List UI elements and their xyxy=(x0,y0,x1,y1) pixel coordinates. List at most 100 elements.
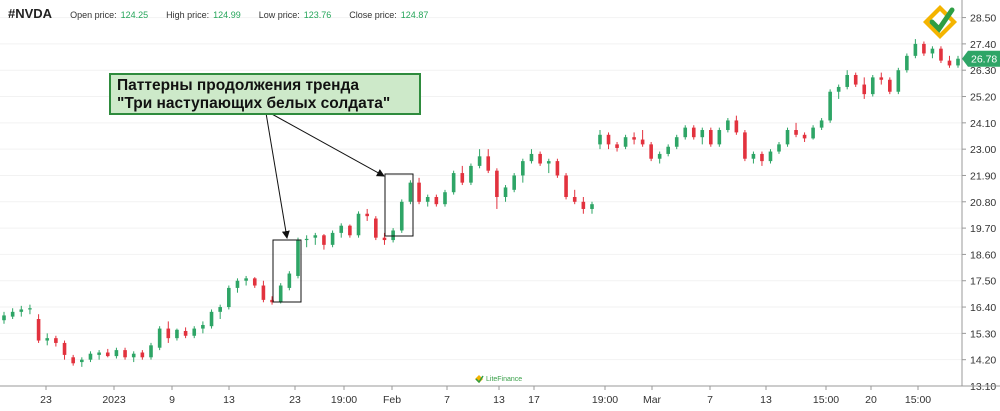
candle-body xyxy=(10,311,15,317)
pattern-callout: Паттерны продолжения тренда "Три наступа… xyxy=(109,73,421,115)
x-tick-label: Feb xyxy=(383,394,401,406)
open-price-value: 124.25 xyxy=(120,10,149,20)
candle-body xyxy=(521,161,525,176)
candle-body xyxy=(469,165,473,183)
price-header: #NVDA Open price: 124.25 High price: 124.9… xyxy=(8,6,446,22)
candle-body xyxy=(131,353,136,358)
candle-body xyxy=(828,91,832,121)
candle-body xyxy=(512,175,516,190)
close-price-label: Close price: xyxy=(349,10,397,20)
y-tick-label: 17.50 xyxy=(970,276,996,288)
high-price: High price: 124.99 xyxy=(166,10,241,20)
watermark: LiteFinance xyxy=(474,374,534,388)
candle-body xyxy=(529,153,534,162)
candle-body xyxy=(836,86,841,92)
candle-body xyxy=(28,308,32,310)
candle-body xyxy=(862,84,867,95)
candle-body xyxy=(278,285,283,303)
candle-body xyxy=(811,127,815,139)
candle-body xyxy=(564,175,568,197)
candle-body xyxy=(235,280,240,288)
candle-body xyxy=(97,352,101,355)
pattern-annotations xyxy=(265,112,414,303)
candle-body xyxy=(802,134,807,139)
candle-body xyxy=(399,201,404,231)
candle-body xyxy=(322,235,326,245)
last-price-tag: 26.78 xyxy=(962,50,1000,67)
candle-body xyxy=(709,130,713,145)
candle-body xyxy=(691,127,696,138)
y-axis: 28.50 27.40 26.30 25.20 24.10 23.00 21.90 20.80… xyxy=(961,0,996,393)
candle-body xyxy=(777,144,781,152)
candle-body xyxy=(62,342,67,355)
candle-body xyxy=(819,120,824,128)
candle-body xyxy=(845,74,849,87)
candle-body xyxy=(853,74,858,85)
grid-lines xyxy=(0,17,962,387)
last-price-badge xyxy=(962,50,1000,67)
candle-body xyxy=(54,338,58,343)
close-price: Close price: 124.87 xyxy=(349,10,428,20)
candle-body xyxy=(546,161,551,164)
candle-body xyxy=(555,161,560,176)
candle-body xyxy=(175,329,179,339)
candle-body xyxy=(218,307,222,312)
candle-body xyxy=(227,287,231,308)
candle-body xyxy=(632,137,636,140)
candle-body xyxy=(674,137,679,147)
y-tick-label: 20.80 xyxy=(970,197,996,209)
y-tick-label: 25.20 xyxy=(970,92,996,104)
candle-body xyxy=(382,237,387,241)
y-tick-label: 23.00 xyxy=(970,144,996,156)
candle-body xyxy=(495,170,499,197)
candle-body xyxy=(417,182,421,202)
close-price-value: 124.87 xyxy=(400,10,429,20)
candle-body xyxy=(683,127,688,138)
candle-body xyxy=(36,319,41,341)
y-tick-label: 19.70 xyxy=(970,223,996,235)
brand-logo-icon xyxy=(918,2,962,42)
candle-body xyxy=(71,357,75,364)
candle-body xyxy=(743,132,747,159)
candle-body xyxy=(356,213,361,236)
candle-body xyxy=(183,330,188,336)
candle-body xyxy=(201,324,205,329)
candle-body xyxy=(192,328,197,336)
candle-body xyxy=(477,156,482,166)
candle-body xyxy=(88,353,93,360)
candle-body xyxy=(261,285,266,300)
candle-body xyxy=(339,225,344,233)
callout-line-2: "Три наступающих белых солдата" xyxy=(117,95,391,112)
last-price-label: 26.78 xyxy=(971,54,997,66)
watermark-logo-icon xyxy=(475,375,484,384)
candle-body xyxy=(947,60,952,66)
candle-body xyxy=(304,238,309,241)
candle-body xyxy=(768,151,773,162)
y-tick-label: 14.20 xyxy=(970,355,996,367)
candles xyxy=(2,39,960,367)
candle-body xyxy=(726,120,730,131)
candle-body xyxy=(751,153,756,159)
pattern-arrow-1 xyxy=(265,112,290,239)
candle-body xyxy=(296,240,300,276)
y-tick-label: 27.40 xyxy=(970,39,996,51)
candle-body xyxy=(19,309,24,312)
candle-body xyxy=(252,278,257,286)
x-tick-label: 7 xyxy=(444,394,450,406)
low-price: Low price: 123.76 xyxy=(259,10,332,20)
candle-body xyxy=(939,48,943,61)
candle-body xyxy=(209,311,214,327)
candle-body xyxy=(166,328,171,339)
candle-body xyxy=(930,48,935,54)
y-tick-label: 15.30 xyxy=(970,328,996,340)
candle-body xyxy=(896,70,901,92)
candle-body xyxy=(666,146,670,154)
candle-body xyxy=(879,77,884,80)
x-tick-label: 2023 xyxy=(102,394,126,406)
y-tick-label: 18.60 xyxy=(970,249,996,261)
candle-body xyxy=(105,352,110,357)
candle-body xyxy=(348,225,352,236)
y-tick-label: 21.90 xyxy=(970,170,996,182)
candle-body xyxy=(598,134,602,145)
callout-line-1: Паттерны продолжения тренда xyxy=(117,77,359,94)
